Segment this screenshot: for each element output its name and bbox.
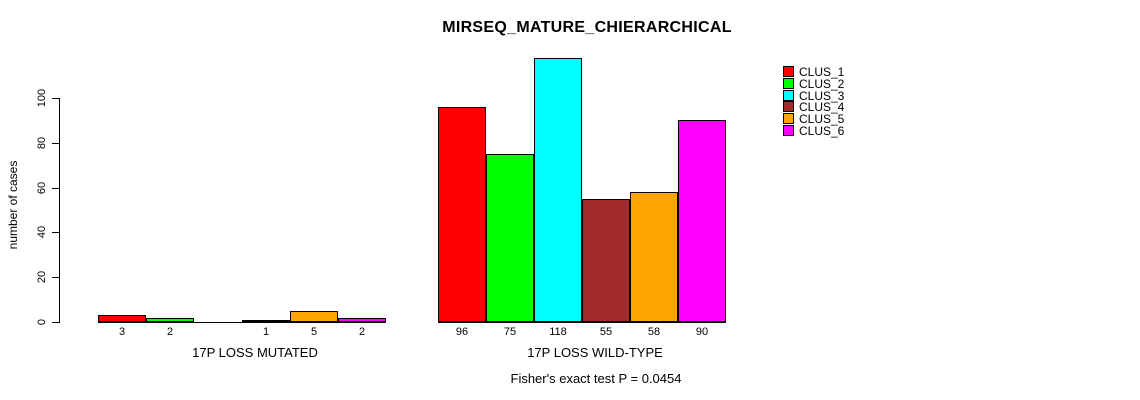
bar-value-label: 55 [599, 326, 613, 338]
y-tick [52, 98, 59, 99]
legend-label: CLUS_5 [799, 112, 845, 126]
bar-value-label: 1 [262, 326, 270, 338]
group-baseline [438, 322, 726, 323]
y-tick-label: 0 [36, 318, 48, 326]
x-group-label: 17P LOSS MUTATED [192, 345, 318, 360]
bar-CLUS_5 [290, 311, 338, 322]
legend-swatch-CLUS_2 [783, 78, 794, 89]
bar-value-label: 3 [118, 326, 126, 338]
y-tick-label: 60 [36, 181, 48, 195]
legend-label: CLUS_6 [799, 124, 845, 138]
bar-value-label: 2 [358, 326, 366, 338]
y-tick [52, 322, 59, 323]
bar-CLUS_2 [146, 318, 194, 322]
group-baseline [98, 322, 386, 323]
bar-value-label: 118 [549, 326, 567, 338]
legend-swatch-CLUS_5 [783, 113, 794, 124]
y-axis-line [59, 98, 60, 323]
y-tick [52, 143, 59, 144]
legend-label: CLUS_2 [799, 77, 845, 91]
y-tick-label: 20 [36, 270, 48, 284]
bar-value-label: 96 [455, 326, 469, 338]
bar-CLUS_1 [438, 107, 486, 322]
y-axis-label: number of cases [6, 160, 20, 250]
bar-CLUS_1 [98, 315, 146, 322]
legend-swatch-CLUS_3 [783, 90, 794, 101]
y-tick [52, 188, 59, 189]
y-tick [52, 277, 59, 278]
y-tick-label: 40 [36, 225, 48, 239]
bar-value-label: 75 [503, 326, 517, 338]
legend-label: CLUS_3 [799, 89, 845, 103]
y-tick-label: 80 [36, 136, 48, 150]
bar-value-label: 90 [695, 326, 709, 338]
legend-swatch-CLUS_6 [783, 125, 794, 136]
bar-value-label: 58 [647, 326, 661, 338]
bar-value-label: 5 [310, 326, 318, 338]
legend-swatch-CLUS_4 [783, 101, 794, 112]
x-group-label: 17P LOSS WILD-TYPE [527, 345, 663, 360]
bar-CLUS_2 [486, 154, 534, 322]
bar-CLUS_3 [534, 58, 582, 322]
bar-CLUS_6 [678, 120, 726, 322]
chart-title: MIRSEQ_MATURE_CHIERARCHICAL [442, 19, 732, 36]
fisher-test-note: Fisher's exact test P = 0.0454 [510, 371, 682, 386]
y-tick-label: 100 [36, 88, 48, 108]
bar-CLUS_4 [582, 199, 630, 322]
bar-CLUS_4 [242, 320, 290, 322]
legend-swatch-CLUS_1 [783, 66, 794, 77]
bar-CLUS_5 [630, 192, 678, 322]
bar-CLUS_6 [338, 318, 386, 322]
bar-value-label: 2 [166, 326, 174, 338]
y-tick [52, 232, 59, 233]
legend-label: CLUS_4 [799, 100, 845, 114]
legend-label: CLUS_1 [799, 65, 845, 79]
